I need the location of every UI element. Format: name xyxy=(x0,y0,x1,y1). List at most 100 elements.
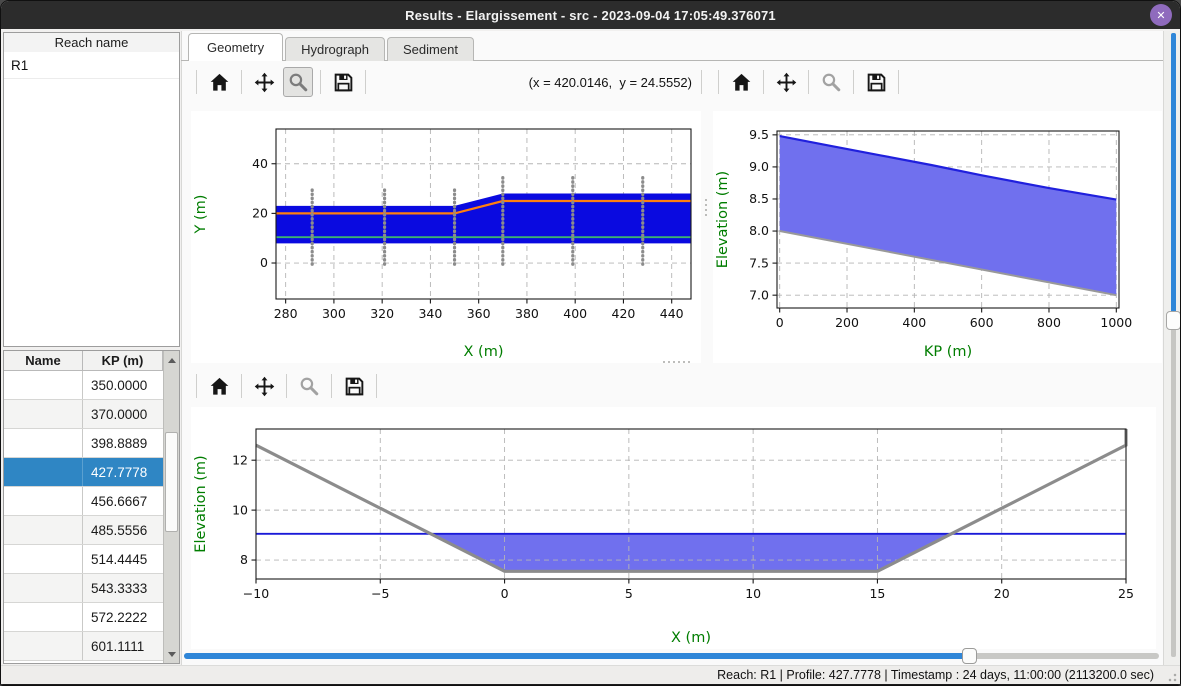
scroll-down-button[interactable] xyxy=(164,647,179,661)
scroll-up-button[interactable] xyxy=(164,353,179,367)
svg-text:600: 600 xyxy=(970,315,994,330)
plan-view-chart[interactable]: 280 300 320 340 360 380 400 420 440 0 20 40 X (m) Y (… xyxy=(191,111,701,363)
table-scrollbar-thumb[interactable] xyxy=(165,432,178,532)
series-water-surface-line xyxy=(779,135,1117,201)
svg-text:400: 400 xyxy=(902,315,926,330)
table-row[interactable]: 427.7778 xyxy=(4,458,163,487)
magnifier-icon xyxy=(300,377,318,395)
reach-list-item[interactable]: R1 xyxy=(4,52,179,79)
side-slider-filled-track[interactable] xyxy=(1171,33,1176,321)
cell-name[interactable] xyxy=(4,400,83,428)
cell-kp[interactable]: 456.6667 xyxy=(91,493,148,509)
save-button[interactable] xyxy=(861,67,891,97)
cell-kp[interactable]: 601.1111 xyxy=(91,638,145,654)
home-button[interactable] xyxy=(726,67,756,97)
svg-text:400: 400 xyxy=(563,306,587,321)
move-icon xyxy=(776,72,796,92)
table-row[interactable]: 398.8889 xyxy=(4,429,163,458)
table-row[interactable]: 350.0000 xyxy=(4,371,163,400)
titlebar[interactable]: Results - Elargissement - src - 2023-09-… xyxy=(1,1,1180,29)
tab-geometry[interactable]: Geometry xyxy=(188,33,284,61)
home-icon xyxy=(210,73,228,91)
cell-name[interactable] xyxy=(4,632,83,660)
column-header-kp[interactable]: KP (m) xyxy=(83,351,163,371)
tab-hydrograph[interactable]: Hydrograph xyxy=(285,37,386,61)
cell-kp[interactable]: 398.8889 xyxy=(91,435,148,451)
cell-name[interactable] xyxy=(4,371,83,399)
home-button[interactable] xyxy=(204,371,234,401)
move-icon xyxy=(254,72,274,92)
zoom-button[interactable] xyxy=(816,67,846,97)
home-icon xyxy=(732,73,750,91)
table-row[interactable]: 514.4445 xyxy=(4,545,163,574)
side-slider-track[interactable] xyxy=(1171,321,1176,657)
cell-kp[interactable]: 485.5556 xyxy=(91,522,148,538)
svg-text:−10: −10 xyxy=(243,586,269,601)
table-row[interactable]: 543.3333 xyxy=(4,574,163,603)
table-row[interactable]: 572.2222 xyxy=(4,603,163,632)
cell-name[interactable] xyxy=(4,603,83,631)
home-icon xyxy=(210,377,228,395)
profile-view-chart[interactable]: 0 200 400 600 800 1000 7.0 7.5 8.0 8.5 9.0 9.5 KP (m… xyxy=(713,111,1162,363)
time-slider-handle[interactable] xyxy=(962,648,977,664)
toolbar-separator xyxy=(286,374,287,398)
cell-kp[interactable]: 572.2222 xyxy=(91,609,148,625)
svg-text:40: 40 xyxy=(252,156,268,171)
cell-kp[interactable]: 514.4445 xyxy=(91,551,148,567)
x-axis-label: X (m) xyxy=(464,344,504,360)
toolbar-separator xyxy=(241,70,242,94)
side-slider-handle[interactable] xyxy=(1166,311,1180,330)
column-header-name[interactable]: Name xyxy=(4,351,83,371)
horizontal-splitter-handle[interactable] xyxy=(663,361,690,363)
pan-button[interactable] xyxy=(249,67,279,97)
close-button[interactable]: ✕ xyxy=(1150,4,1172,26)
section-plot-toolbar xyxy=(191,368,707,404)
close-icon: ✕ xyxy=(1156,9,1166,22)
toolbar-separator xyxy=(898,70,899,94)
save-button[interactable] xyxy=(328,67,358,97)
toolbar-separator xyxy=(808,70,809,94)
cell-kp[interactable]: 427.7778 xyxy=(91,464,148,480)
svg-text:0: 0 xyxy=(776,315,784,330)
cell-name[interactable] xyxy=(4,545,83,573)
toolbar-separator xyxy=(241,374,242,398)
svg-text:1000: 1000 xyxy=(1100,315,1132,330)
table-row[interactable]: 601.1111 xyxy=(4,632,163,661)
save-button[interactable] xyxy=(339,371,369,401)
toolbar-separator xyxy=(320,70,321,94)
cell-kp[interactable]: 370.0000 xyxy=(91,406,148,422)
time-slider-filled-track[interactable] xyxy=(184,653,970,659)
pan-button[interactable] xyxy=(249,371,279,401)
cell-name[interactable] xyxy=(4,574,83,602)
table-row[interactable]: 456.6667 xyxy=(4,487,163,516)
zoom-button[interactable] xyxy=(283,67,313,97)
cross-section-canvas[interactable]: −10 −5 0 5 10 15 20 25 8 10 12 X (m) Elevation (m) xyxy=(191,407,1156,649)
tab-sediment[interactable]: Sediment xyxy=(387,37,474,61)
cell-name[interactable] xyxy=(4,458,83,486)
table-scrollbar[interactable] xyxy=(163,351,179,663)
plan-view-canvas[interactable]: 280 300 320 340 360 380 400 420 440 0 20 40 X (m) Y (… xyxy=(191,111,701,363)
cell-name[interactable] xyxy=(4,487,83,515)
y-axis-label: Y (m) xyxy=(193,195,209,235)
zoom-button[interactable] xyxy=(294,371,324,401)
profile-view-canvas[interactable]: 0 200 400 600 800 1000 7.0 7.5 8.0 8.5 9.0 9.5 KP (m… xyxy=(713,111,1162,363)
cell-name[interactable] xyxy=(4,516,83,544)
vertical-splitter-handle[interactable] xyxy=(705,199,707,216)
home-button[interactable] xyxy=(204,67,234,97)
cell-kp[interactable]: 350.0000 xyxy=(91,377,148,393)
svg-text:420: 420 xyxy=(612,306,636,321)
series-water-volume-fill xyxy=(779,136,1117,296)
table-row[interactable]: 370.0000 xyxy=(4,400,163,429)
cell-kp[interactable]: 543.3333 xyxy=(91,580,148,596)
pan-button[interactable] xyxy=(771,67,801,97)
magnifier-icon xyxy=(822,73,840,91)
resize-grip[interactable] xyxy=(1165,670,1177,682)
svg-text:320: 320 xyxy=(370,306,394,321)
table-row[interactable]: 485.5556 xyxy=(4,516,163,545)
cell-name[interactable] xyxy=(4,429,83,457)
tabbar-divider xyxy=(181,60,1163,61)
svg-text:9.0: 9.0 xyxy=(749,159,769,174)
triangle-up-icon xyxy=(167,357,176,363)
svg-text:200: 200 xyxy=(835,315,859,330)
cross-section-chart[interactable]: −10 −5 0 5 10 15 20 25 8 10 12 X (m) Elevation (m) xyxy=(191,407,1156,649)
